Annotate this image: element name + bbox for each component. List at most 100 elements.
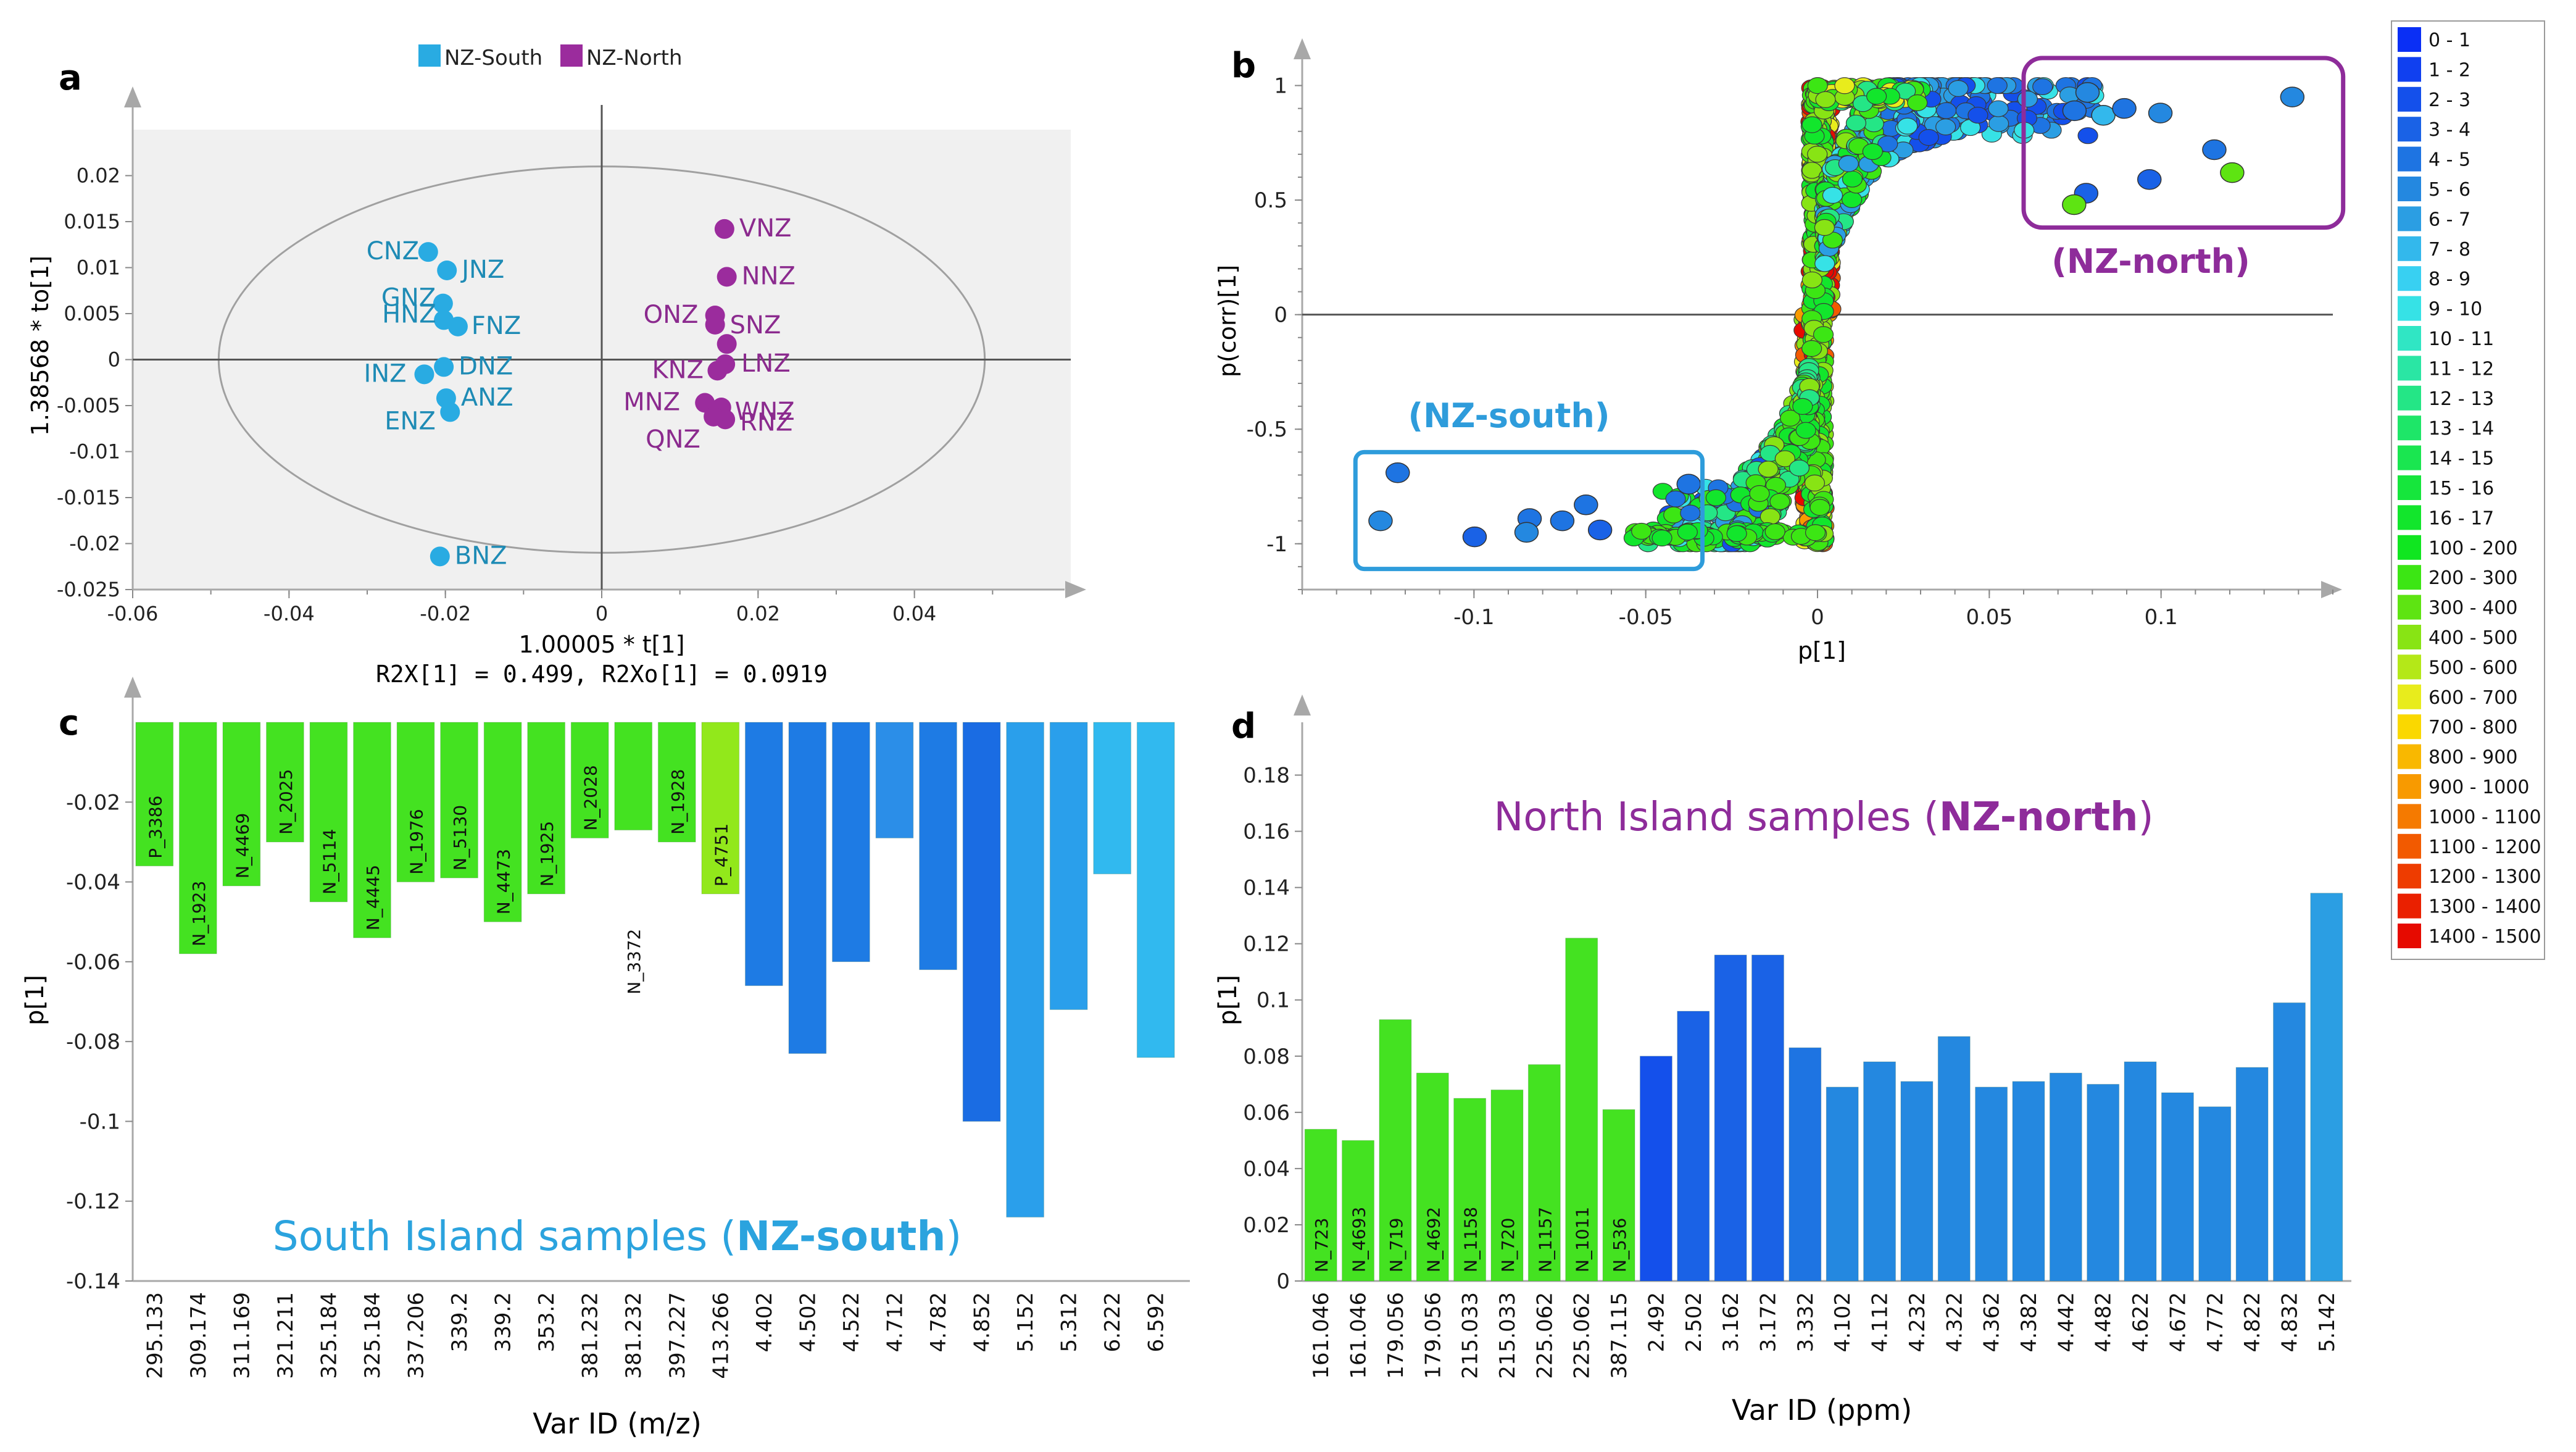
colorbar-bin-label: 16 - 17 (2429, 507, 2494, 529)
y-tick-label-a: 0.01 (77, 256, 120, 280)
colorbar-swatch (2398, 595, 2421, 620)
colorbar-swatch (2398, 565, 2421, 590)
bar (483, 722, 522, 922)
y-tick-label-a: -0.025 (57, 578, 120, 601)
s-plot-point (1987, 77, 2008, 94)
highlighted-variable-point (1462, 526, 1487, 548)
x-category-label: 3.162 (1719, 1292, 1743, 1352)
axis-arrow-up (124, 86, 141, 107)
bar-compound-label: P_3386 (145, 796, 165, 859)
x-category-label: 4.772 (2203, 1292, 2228, 1352)
colorbar-bin-label: 1 - 2 (2429, 59, 2470, 81)
score-point-label: KNZ (652, 356, 704, 384)
x-category-label: 215.033 (1495, 1292, 1520, 1379)
x-category-label: 4.522 (839, 1292, 864, 1352)
x-category-label: 413.266 (708, 1292, 733, 1379)
bar (1136, 722, 1175, 1058)
bar (2235, 1067, 2269, 1282)
bar (1863, 1061, 1896, 1282)
x-category-label: 5.312 (1057, 1292, 1082, 1352)
colorbar-bin-label: 15 - 16 (2429, 478, 2494, 499)
bar (701, 722, 740, 895)
s-plot-point (1677, 524, 1698, 541)
x-category-label: 161.046 (1309, 1292, 1334, 1379)
bar (570, 722, 609, 838)
colorbar-swatch (2398, 833, 2421, 859)
score-point-nnz (717, 267, 737, 287)
x-category-label: 225.062 (1532, 1292, 1557, 1379)
colorbar-bin-label: 0 - 1 (2429, 30, 2470, 51)
x-category-label: 295.133 (143, 1292, 167, 1379)
score-point-qnz (704, 406, 724, 427)
legend-label-south: NZ-South (444, 46, 542, 70)
score-point-label: DNZ (459, 352, 513, 380)
x-axis-label-c: Var ID (m/z) (533, 1407, 702, 1440)
bar (1639, 1056, 1672, 1282)
y-tick-label-a: -0.01 (69, 440, 120, 464)
bar (1453, 1098, 1487, 1282)
highlighted-variable-point (2112, 98, 2137, 119)
x-tick-label-b: 0.05 (1966, 605, 2013, 630)
colorbar-bin-label: 9 - 10 (2429, 299, 2482, 320)
bar (1714, 954, 1747, 1282)
s-plot-point (1815, 91, 1836, 108)
y-tick-label: -0.08 (66, 1030, 120, 1054)
s-plot-point (1935, 119, 1956, 136)
x-tick-label-a: 0 (596, 602, 608, 625)
bar (1304, 1129, 1337, 1282)
colorbar-swatch (2398, 684, 2421, 709)
colorbar-swatch (2398, 804, 2421, 829)
x-tick-label-a: 0.04 (892, 602, 936, 625)
x-category-label: 215.033 (1458, 1292, 1483, 1379)
score-point-label: VNZ (739, 214, 792, 243)
bar-compound-label: N_720 (1498, 1218, 1518, 1272)
y-tick-label: 0.16 (1243, 820, 1290, 845)
bar-compound-label: N_4469 (232, 813, 252, 878)
x-category-label: 161.046 (1347, 1292, 1371, 1379)
colorbar-bin-label: 1100 - 1200 (2429, 837, 2541, 858)
highlighted-variable-point (2075, 81, 2100, 103)
x-tick-label-b: 0 (1811, 605, 1824, 630)
x-category-label: 381.232 (621, 1292, 646, 1379)
score-point-label: FNZ (472, 312, 521, 340)
bar (745, 722, 783, 987)
x-category-label: 4.112 (1868, 1292, 1893, 1352)
colorbar-bin-label: 11 - 12 (2429, 358, 2494, 380)
s-plot-point (1792, 398, 1813, 415)
x-category-label: 4.822 (2240, 1292, 2265, 1352)
colorbar-swatch (2398, 356, 2421, 381)
s-plot-point (2017, 90, 2038, 108)
x-category-label: 2.502 (1682, 1292, 1706, 1352)
colorbar-bin-label: 600 - 700 (2429, 687, 2517, 709)
colorbar-swatch (2398, 266, 2421, 291)
colorbar-bin-label: 14 - 15 (2429, 448, 2494, 470)
y-tick-label: -0.1 (80, 1109, 120, 1134)
x-tick-label-a: 0.02 (736, 602, 780, 625)
score-point-label: NNZ (742, 262, 796, 290)
plot-b-selection-boxes: (NZ-south) (NZ-north) (1353, 56, 2346, 572)
colorbar-bin-label: 400 - 500 (2429, 627, 2517, 649)
score-point-label: GNZ (381, 284, 436, 312)
score-point-gnz (433, 293, 453, 314)
panel-label-c: c (59, 703, 79, 743)
y-tick-label: 0.1 (1257, 988, 1290, 1013)
score-point-unlabeled (717, 334, 737, 354)
y-tick-label-a: 0.005 (64, 302, 120, 325)
bar (1527, 1064, 1561, 1282)
bar (1342, 1140, 1374, 1282)
colorbar-bin-label: 7 - 8 (2429, 239, 2470, 261)
bar (396, 722, 435, 883)
x-axis-label-d: Var ID (ppm) (1732, 1393, 1912, 1427)
colorbar-bin-label: 900 - 1000 (2429, 777, 2530, 798)
bar-compound-label: N_1925 (537, 821, 557, 887)
plot-c-axes: -0.02 -0.04 -0.06 -0.08 -0.1 -0.12 -0.14 (66, 677, 1190, 1294)
y-tick-label: 0.18 (1243, 764, 1290, 788)
colorbar-swatch (2398, 415, 2421, 441)
y-tick-label: -0.04 (66, 870, 120, 895)
bar (919, 722, 957, 970)
x-category-label: 325.184 (317, 1292, 341, 1379)
s-plot-point (1804, 474, 1826, 491)
bar (1826, 1087, 1859, 1282)
bar-compound-label: N_2028 (581, 765, 601, 830)
